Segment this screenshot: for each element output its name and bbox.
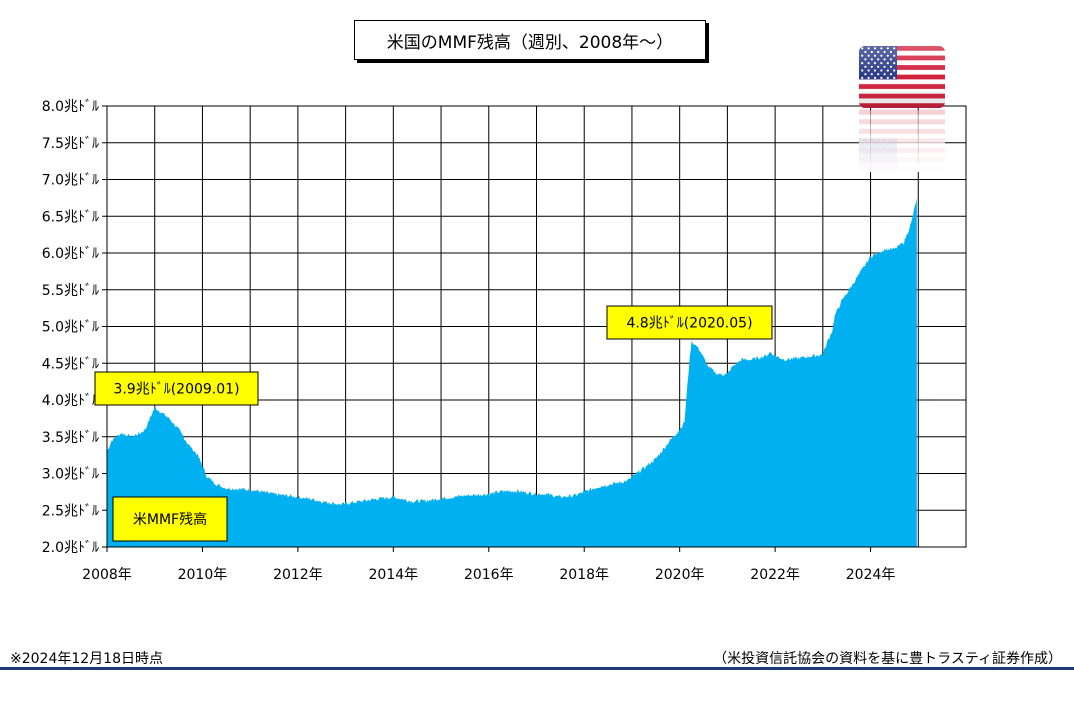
legend-label: 米MMF残高 [133,511,207,528]
y-tick-label: 7.0兆ﾄﾞﾙ [42,173,99,189]
x-tick-label: 2016年 [464,567,514,583]
y-axis-ticks: 8.0兆ﾄﾞﾙ 7.5兆ﾄﾞﾙ 7.0兆ﾄﾞﾙ 6.5兆ﾄﾞﾙ 6.0兆ﾄﾞﾙ 5.5兆ﾄ… [42,99,107,556]
y-tick-label: 2.5兆ﾄﾞﾙ [42,503,99,519]
y-tick-label: 8.0兆ﾄﾞﾙ [42,99,99,115]
y-tick-label: 4.0兆ﾄﾞﾙ [42,393,99,409]
y-tick-label: 5.5兆ﾄﾞﾙ [42,283,99,299]
annotation-box [94,371,259,406]
source-note: （米投資信託協会の資料を基に豊トラスティ証券作成） [713,651,1062,667]
chart-title: 米国のMMF残高（週別、2008年～） [354,20,706,60]
x-tick-label: 2012年 [273,567,323,583]
annotation-box [606,305,773,340]
x-tick-label: 2024年 [846,567,896,583]
footnote: ※2024年12月18日時点 [10,651,163,667]
annotations: 3.9兆ﾄﾞﾙ(2009.01) 4.8兆ﾄﾞﾙ(2020.05) [94,305,773,406]
y-tick-label: 3.0兆ﾄﾞﾙ [42,467,99,483]
y-tick-label: 4.5兆ﾄﾞﾙ [42,356,99,372]
x-tick-label: 2014年 [369,567,419,583]
x-tick-label: 2020年 [655,567,705,583]
x-tick-label: 2010年 [178,567,228,583]
annotation-label: 4.8兆ﾄﾞﾙ(2020.05) [626,316,752,332]
us-flag-icon [859,46,945,172]
y-tick-label: 7.5兆ﾄﾞﾙ [42,136,99,152]
bottom-rule [0,667,1074,670]
y-tick-label: 6.0兆ﾄﾞﾙ [42,246,99,262]
y-tick-label: 3.5兆ﾄﾞﾙ [42,430,99,446]
legend-box [112,496,228,542]
x-tick-label: 2018年 [559,567,609,583]
legend: 米MMF残高 [112,496,228,542]
x-tick-label: 2022年 [750,567,800,583]
y-tick-label: 6.5兆ﾄﾞﾙ [42,209,99,225]
y-tick-label: 2.0兆ﾄﾞﾙ [42,540,99,556]
x-axis-ticks: 2008年 2010年 2012年 2014年 2016年 2018年 2020年 2022年… [82,547,895,583]
y-tick-label: 5.0兆ﾄﾞﾙ [42,320,99,336]
mmf-balance-area [107,197,917,547]
x-tick-label: 2008年 [82,567,132,583]
annotation-label: 3.9兆ﾄﾞﾙ(2009.01) [113,382,239,398]
